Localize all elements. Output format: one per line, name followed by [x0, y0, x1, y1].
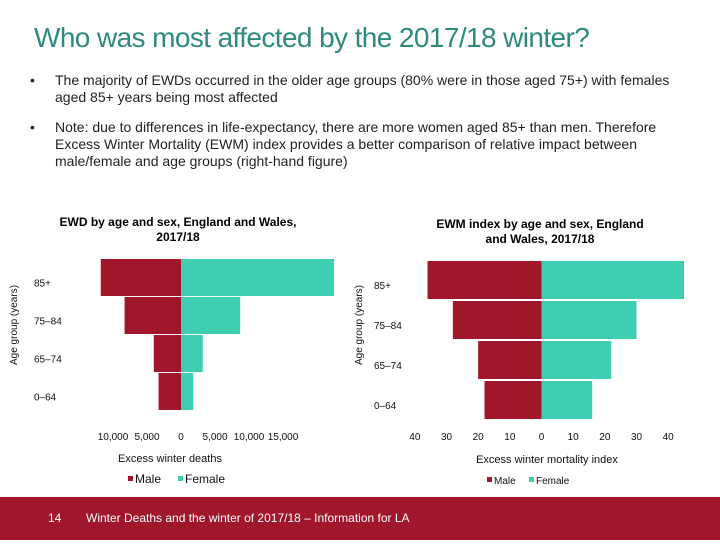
bar-female [181, 335, 203, 372]
bar-female [541, 261, 684, 299]
bar-male [153, 335, 181, 372]
bar-male [124, 297, 181, 334]
y-tick-label: 65–74 [374, 361, 402, 372]
legend-swatch [128, 476, 133, 481]
legend-swatch [178, 476, 183, 481]
page-number: 14 [48, 511, 62, 525]
y-tick-label: 75–84 [34, 317, 62, 328]
x-tick-label: 10 [504, 432, 516, 443]
legend-swatch [487, 477, 492, 482]
chart-title: and Wales, 2017/18 [486, 232, 595, 246]
bullet-text: Note: due to differences in life-expecta… [55, 119, 657, 169]
bar-male [427, 261, 542, 299]
y-tick-label: 85+ [374, 281, 391, 292]
x-axis-label: Excess winter deaths [118, 453, 222, 465]
y-tick-label: 75–84 [374, 321, 402, 332]
slide-title: Who was most affected by the 2017/18 win… [34, 22, 590, 53]
x-axis-label: Excess winter mortality index [476, 454, 618, 466]
footer-bar: 14 Winter Deaths and the winter of 2017/… [0, 497, 720, 540]
legend-label: Female [185, 472, 225, 486]
y-tick-label: 0–64 [374, 401, 397, 412]
bullet-item: • The majority of EWDs occurred in the o… [30, 72, 690, 106]
y-tick-label: 85+ [34, 279, 51, 290]
legend-swatch [529, 477, 534, 482]
x-tick-label: 20 [599, 432, 611, 443]
bullet-text: The majority of EWDs occurred in the old… [55, 72, 670, 105]
x-tick-label: 20 [473, 432, 485, 443]
x-tick-label: 40 [663, 432, 675, 443]
bar-female [181, 373, 194, 410]
x-tick-label: 10,000 [234, 432, 265, 443]
bar-female [181, 297, 241, 334]
x-tick-label: 0 [178, 432, 184, 443]
bar-male [478, 341, 542, 379]
x-tick-label: 40 [409, 432, 421, 443]
bullet-dot: • [30, 119, 35, 135]
chart-title: EWD by age and sex, England and Wales, [60, 215, 297, 229]
bullet-list: • The majority of EWDs occurred in the o… [30, 72, 690, 183]
x-tick-label: 10 [568, 432, 580, 443]
bar-male [100, 259, 181, 296]
legend-label: Male [135, 472, 161, 486]
bullet-item: • Note: due to differences in life-expec… [30, 119, 690, 170]
chart-title: EWM index by age and sex, England [436, 217, 643, 231]
y-axis-label: Age group (years) [354, 285, 365, 365]
y-tick-label: 0–64 [34, 393, 57, 404]
x-tick-label: 30 [441, 432, 453, 443]
x-tick-label: 5,000 [134, 432, 159, 443]
legend-label: Female [536, 476, 570, 487]
x-tick-label: 30 [631, 432, 643, 443]
x-tick-label: 10,000 [98, 432, 129, 443]
bar-male [452, 301, 542, 339]
legend-label: Male [494, 476, 516, 487]
footer-text: Winter Deaths and the winter of 2017/18 … [86, 511, 410, 525]
bar-female [541, 381, 593, 419]
y-tick-label: 65–74 [34, 355, 62, 366]
bullet-dot: • [30, 72, 35, 88]
chart-title: 2017/18 [156, 230, 200, 244]
bar-male [484, 381, 542, 419]
bar-female [541, 341, 612, 379]
bar-male [158, 373, 181, 410]
x-tick-label: 0 [539, 432, 545, 443]
x-tick-label: 5,000 [202, 432, 227, 443]
y-axis-label: Age group (years) [9, 285, 20, 365]
bar-female [541, 301, 637, 339]
bar-female [181, 259, 334, 296]
x-tick-label: 15,000 [268, 432, 299, 443]
